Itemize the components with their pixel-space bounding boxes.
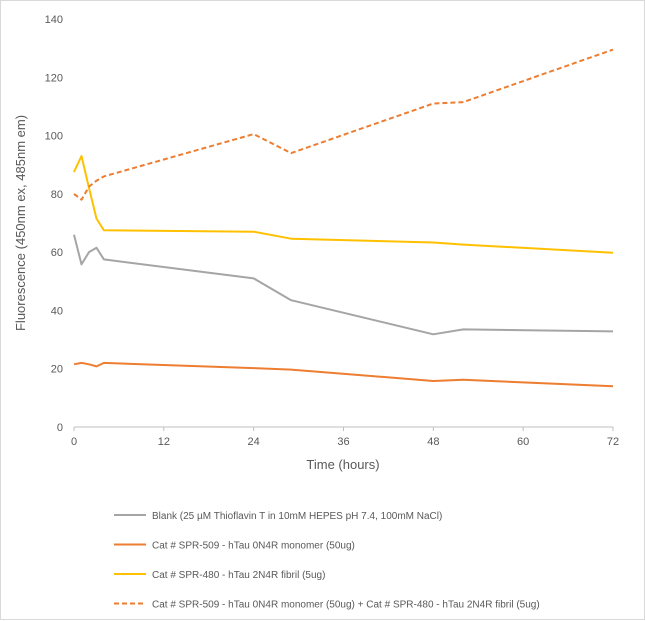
x-tick-label: 48 <box>427 436 439 448</box>
series-line-4 <box>73 48 614 201</box>
x-tick-label: 72 <box>607 436 619 448</box>
y-tick-label: 140 <box>45 14 63 26</box>
plot-lines <box>73 48 614 388</box>
legend: Blank (25 µM Thioflavin T in 10mM HEPES … <box>114 511 540 611</box>
y-tick-label: 120 <box>45 72 63 84</box>
y-tick-label: 0 <box>57 422 63 434</box>
y-tick-label: 100 <box>45 131 63 143</box>
legend-label-4: Cat # SPR-509 - hTau 0N4R monomer (50ug)… <box>152 600 540 611</box>
x-tick-label: 24 <box>248 436 260 448</box>
y-tick-label: 20 <box>51 364 63 376</box>
series-line-3 <box>73 155 614 254</box>
y-axis-title: Fluorescence (450nm ex, 485nm em) <box>13 115 28 331</box>
y-tick-label: 80 <box>51 189 63 201</box>
x-tick-label: 60 <box>517 436 529 448</box>
x-tick-label: 36 <box>337 436 349 448</box>
y-tick-labels: 0 20 40 60 80 100 120 140 <box>45 14 63 434</box>
series-line-1 <box>73 234 614 336</box>
x-tick-labels: 0 12 24 36 48 60 72 <box>71 427 619 448</box>
legend-label-1: Blank (25 µM Thioflavin T in 10mM HEPES … <box>152 511 442 522</box>
y-tick-label: 40 <box>51 305 63 317</box>
x-axis-title: Time (hours) <box>306 457 379 472</box>
y-tick-label: 60 <box>51 247 63 259</box>
legend-label-2: Cat # SPR-509 - hTau 0N4R monomer (50ug) <box>152 541 355 552</box>
series-line-2 <box>73 361 614 388</box>
legend-label-3: Cat # SPR-480 - hTau 2N4R fibril (5ug) <box>152 570 325 581</box>
x-tick-label: 12 <box>158 436 170 448</box>
x-tick-label: 0 <box>71 436 77 448</box>
